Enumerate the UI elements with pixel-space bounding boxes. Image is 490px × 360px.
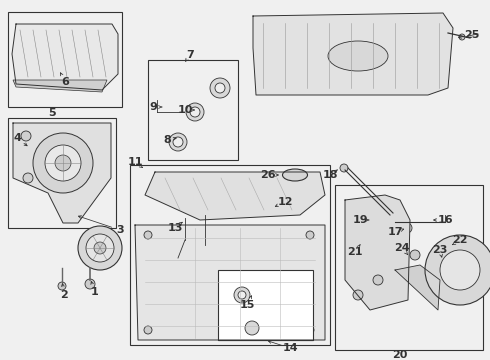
- Bar: [8, 118, 116, 228]
- Circle shape: [373, 275, 383, 285]
- Circle shape: [186, 103, 204, 121]
- Circle shape: [459, 34, 465, 40]
- Text: 20: 20: [392, 350, 408, 360]
- Circle shape: [78, 226, 122, 270]
- Circle shape: [425, 235, 490, 305]
- Circle shape: [21, 131, 31, 141]
- Circle shape: [85, 279, 95, 289]
- Polygon shape: [135, 225, 325, 340]
- Circle shape: [169, 133, 187, 151]
- Text: 16: 16: [437, 215, 453, 225]
- Circle shape: [245, 321, 259, 335]
- Text: 3: 3: [116, 225, 124, 235]
- Circle shape: [55, 155, 71, 171]
- Text: 18: 18: [322, 170, 338, 180]
- Circle shape: [402, 223, 412, 233]
- Circle shape: [210, 78, 230, 98]
- Circle shape: [238, 291, 246, 299]
- Circle shape: [33, 133, 93, 193]
- Circle shape: [215, 83, 225, 93]
- Polygon shape: [13, 80, 107, 92]
- Text: 8: 8: [163, 135, 171, 145]
- Circle shape: [86, 234, 114, 262]
- Circle shape: [200, 243, 210, 253]
- Text: 19: 19: [352, 215, 368, 225]
- Text: 4: 4: [13, 133, 21, 143]
- Circle shape: [172, 252, 184, 264]
- Bar: [130, 165, 330, 345]
- Polygon shape: [395, 265, 440, 310]
- Polygon shape: [345, 195, 410, 310]
- Polygon shape: [145, 172, 325, 220]
- Circle shape: [306, 231, 314, 239]
- Text: 25: 25: [465, 30, 480, 40]
- Text: 22: 22: [452, 235, 468, 245]
- Circle shape: [190, 107, 200, 117]
- Text: 17: 17: [387, 227, 403, 237]
- Bar: [218, 270, 313, 340]
- Polygon shape: [12, 24, 118, 90]
- Circle shape: [306, 326, 314, 334]
- Bar: [218, 270, 313, 340]
- Text: 2: 2: [60, 290, 68, 300]
- Text: 23: 23: [432, 245, 448, 255]
- Text: 12: 12: [277, 197, 293, 207]
- Ellipse shape: [283, 169, 308, 181]
- Text: 24: 24: [394, 243, 410, 253]
- Text: 6: 6: [61, 77, 69, 87]
- Circle shape: [144, 326, 152, 334]
- Bar: [335, 185, 483, 350]
- Circle shape: [94, 242, 106, 254]
- Text: 13: 13: [167, 223, 183, 233]
- Text: 10: 10: [177, 105, 193, 115]
- Text: 7: 7: [186, 50, 194, 60]
- Polygon shape: [253, 13, 453, 95]
- Circle shape: [23, 173, 33, 183]
- Circle shape: [410, 250, 420, 260]
- Text: 15: 15: [239, 300, 255, 310]
- Circle shape: [340, 164, 348, 172]
- Circle shape: [173, 137, 183, 147]
- Bar: [148, 60, 238, 160]
- Polygon shape: [13, 123, 111, 223]
- Bar: [8, 12, 122, 107]
- Text: 21: 21: [347, 247, 363, 257]
- Text: 14: 14: [282, 343, 298, 353]
- Circle shape: [234, 287, 250, 303]
- Text: 11: 11: [127, 157, 143, 167]
- Text: 5: 5: [48, 108, 56, 118]
- Circle shape: [45, 145, 81, 181]
- Text: 9: 9: [149, 102, 157, 112]
- Text: 26: 26: [260, 170, 276, 180]
- Circle shape: [58, 282, 66, 290]
- Circle shape: [144, 231, 152, 239]
- Text: 1: 1: [91, 287, 99, 297]
- Circle shape: [440, 250, 480, 290]
- Ellipse shape: [328, 41, 388, 71]
- Circle shape: [353, 290, 363, 300]
- Circle shape: [368, 217, 378, 227]
